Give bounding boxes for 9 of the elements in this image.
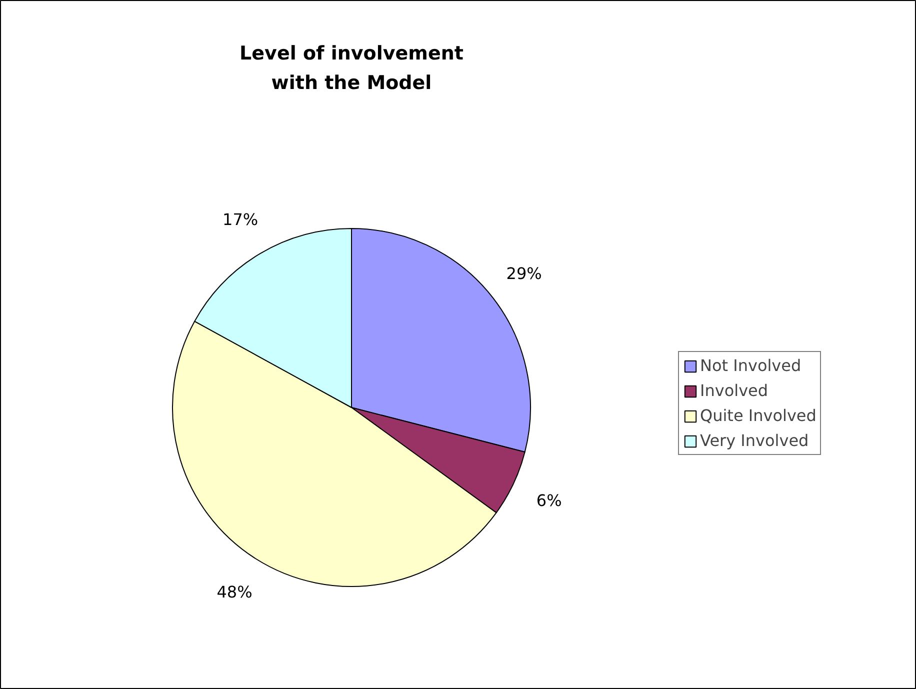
data-label: 29%	[506, 264, 542, 284]
chart-title: Level of involvement with the Model	[240, 42, 464, 94]
legend-label: Quite Involved	[700, 406, 816, 425]
legend-label: Involved	[700, 381, 768, 400]
legend-label: Very Involved	[700, 431, 809, 450]
data-label: 17%	[222, 210, 258, 230]
data-label: 6%	[536, 490, 562, 510]
data-label: 48%	[216, 582, 252, 602]
legend-label: Not Involved	[700, 356, 802, 375]
